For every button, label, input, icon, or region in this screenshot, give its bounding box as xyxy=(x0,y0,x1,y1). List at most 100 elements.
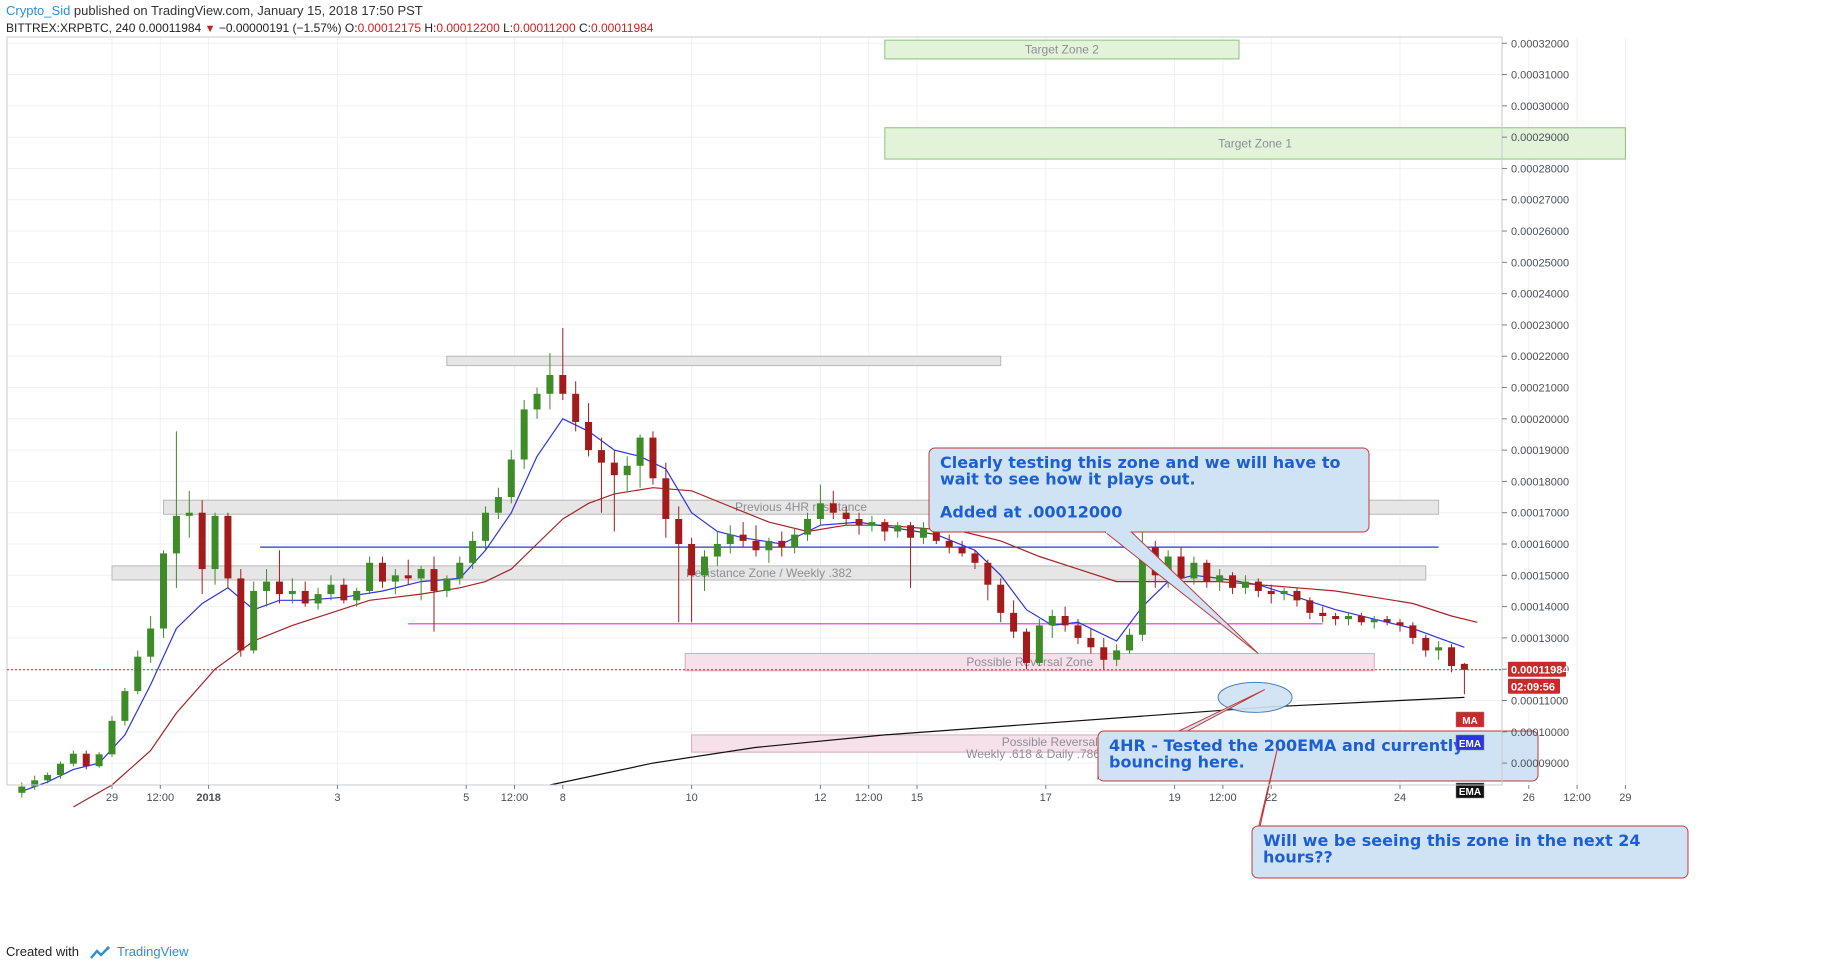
candle-body xyxy=(662,478,670,519)
callout-annotation: 4HR - Tested the 200EMA and currentlybou… xyxy=(1097,689,1539,782)
candle-body xyxy=(894,525,902,532)
callout-text: hours?? xyxy=(1263,848,1333,867)
price-tick-label: 0.00015000 xyxy=(1511,570,1569,582)
countdown-label-bg xyxy=(1508,678,1560,694)
candle-body xyxy=(469,540,477,563)
candle-body xyxy=(636,437,644,466)
candle-body xyxy=(327,584,335,595)
candle-body xyxy=(1061,615,1069,626)
callout-text: Clearly testing this zone and we will ha… xyxy=(940,453,1340,472)
callout-box xyxy=(928,447,1370,533)
price-tick-label: 0.00025000 xyxy=(1511,257,1569,269)
candle-body xyxy=(520,409,528,460)
candle-body xyxy=(804,518,812,535)
callout-text: Added at .00012000 xyxy=(940,503,1122,522)
price-tick-label: 0.00022000 xyxy=(1511,351,1569,363)
down-triangle-icon: ▼ xyxy=(204,23,216,35)
callout-text: Will we be seeing this zone in the next … xyxy=(1263,831,1641,850)
candle-body xyxy=(1383,619,1391,623)
time-tick-label: 12 xyxy=(814,792,826,804)
last-price-label-bg xyxy=(1508,661,1566,677)
candle-body xyxy=(456,562,464,579)
candle-body xyxy=(597,450,605,463)
candle-body xyxy=(649,437,657,479)
candle-body xyxy=(507,459,515,498)
zone-label: Target Zone 2 xyxy=(1025,43,1099,57)
candle-body xyxy=(301,590,309,604)
time-tick-label: 17 xyxy=(1040,792,1052,804)
open-label: O: xyxy=(344,21,358,35)
callout-joint xyxy=(1099,770,1102,779)
candle-body xyxy=(765,540,773,551)
time-tick-label: 22 xyxy=(1265,792,1277,804)
candle-body xyxy=(108,720,116,755)
candle-body xyxy=(275,581,283,595)
candle-body xyxy=(1280,590,1288,595)
candle-body xyxy=(984,562,992,585)
ema-tag: EMA xyxy=(1459,739,1481,750)
callout-annotation: Clearly testing this zone and we will ha… xyxy=(928,447,1370,654)
price-tick-label: 0.00010000 xyxy=(1511,727,1569,739)
candle-body xyxy=(1177,556,1185,579)
candle-body xyxy=(739,534,747,541)
candle-body xyxy=(623,465,631,476)
tradingview-link[interactable]: TradingView xyxy=(117,944,189,959)
candle-body xyxy=(610,462,618,476)
zone-label: Possible Reversal Zone xyxy=(1002,735,1129,749)
candle-body xyxy=(1396,622,1404,626)
candle-body xyxy=(1422,637,1430,651)
candle-body xyxy=(494,497,502,513)
candle-body xyxy=(353,590,361,601)
candle-body xyxy=(778,540,786,548)
time-tick-label: 12:00 xyxy=(147,792,175,804)
candle-body xyxy=(1087,637,1095,648)
time-tick-label: 26 xyxy=(1523,792,1535,804)
candle-body xyxy=(121,691,129,721)
ema-200-line xyxy=(549,696,1465,786)
candle-body xyxy=(791,534,799,548)
candle-body xyxy=(482,512,490,541)
candle-body xyxy=(1267,590,1275,595)
ohlc-header: BITTREX:XRPBTC, 240 0.00011984 ▼ −0.0000… xyxy=(6,21,653,35)
candle-body xyxy=(82,753,90,767)
price-tick-label: 0.00023000 xyxy=(1511,320,1569,332)
price-tick-label: 0.00013000 xyxy=(1511,633,1569,645)
candle-body xyxy=(1100,647,1108,660)
candle-body xyxy=(1306,600,1314,613)
zone-label: Previous 4HR resistance xyxy=(735,500,867,514)
price-tick-label: 0.00014000 xyxy=(1511,602,1569,614)
candle-body xyxy=(700,556,708,576)
ema-200-tag: EMA xyxy=(1459,787,1481,798)
candle-body xyxy=(752,540,760,551)
candle-body xyxy=(829,503,837,513)
time-tick-label: 29 xyxy=(1619,792,1631,804)
candle-body xyxy=(688,544,696,576)
candles xyxy=(18,328,1468,798)
candle-body xyxy=(907,525,915,538)
candle-body xyxy=(1332,615,1340,620)
candle-body xyxy=(443,578,451,591)
candle-body xyxy=(675,518,683,545)
price-tick-label: 0.00029000 xyxy=(1511,132,1569,144)
price-tick-label: 0.00019000 xyxy=(1511,445,1569,457)
candle-body xyxy=(378,562,386,582)
time-tick-label: 5 xyxy=(463,792,469,804)
zone-box xyxy=(446,355,1002,367)
candle-body xyxy=(31,780,39,787)
candle-body xyxy=(250,590,258,651)
candle-body xyxy=(1460,663,1468,670)
candle-body xyxy=(1319,612,1327,616)
callout-text: 4HR - Tested the 200EMA and currently xyxy=(1109,736,1464,755)
candle-body xyxy=(1048,615,1056,626)
price-tick-label: 0.00027000 xyxy=(1511,195,1569,207)
callout-joint xyxy=(1106,530,1131,534)
time-tick-label: 15 xyxy=(911,792,923,804)
author-link[interactable]: Crypto_Sid xyxy=(6,3,71,18)
candle-body xyxy=(95,754,103,767)
candle-body xyxy=(932,528,940,541)
candle-body xyxy=(1113,650,1121,660)
low-value: 0.00011200 xyxy=(513,21,576,35)
candle-body xyxy=(237,578,245,651)
price-tick-label: 0.00020000 xyxy=(1511,414,1569,426)
